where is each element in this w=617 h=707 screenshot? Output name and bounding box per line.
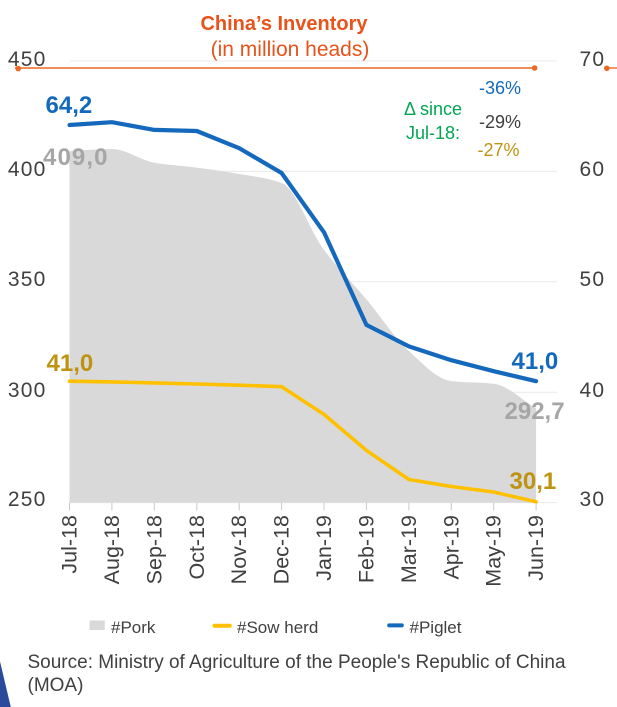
svg-text:Sep-18: Sep-18 [142,515,166,584]
svg-text:Feb-19: Feb-19 [354,515,378,583]
svg-text:Nov-18: Nov-18 [227,515,251,584]
svg-text:Mar-19: Mar-19 [397,515,421,583]
svg-text:Jan-19: Jan-19 [312,515,336,581]
svg-text:May-19: May-19 [482,515,506,587]
svg-text:Dec-18: Dec-18 [270,515,294,584]
svg-text:Oct-18: Oct-18 [185,515,209,580]
svg-text:Jun-19: Jun-19 [524,515,548,581]
svg-text:Jul-18: Jul-18 [58,515,82,574]
svg-text:Aug-18: Aug-18 [100,515,124,584]
svg-text:Apr-19: Apr-19 [439,515,463,580]
